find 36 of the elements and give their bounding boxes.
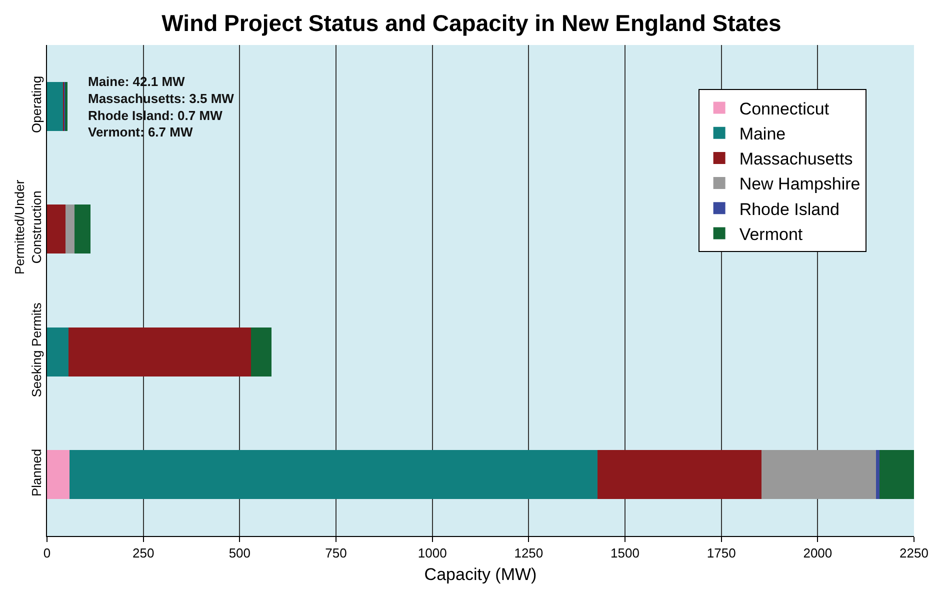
x-tick-label: 500 xyxy=(228,546,251,561)
x-axis-title: Capacity (MW) xyxy=(424,565,537,584)
bar xyxy=(47,450,70,500)
x-tick-label: 750 xyxy=(325,546,347,561)
bar xyxy=(598,450,762,500)
x-tick-label: 250 xyxy=(132,546,154,561)
x-tick-label: 2250 xyxy=(900,546,928,561)
legend-label: Connecticut xyxy=(739,99,830,118)
x-tick-label: 1250 xyxy=(514,546,544,561)
bar xyxy=(74,204,91,254)
legend-label: Vermont xyxy=(739,224,803,244)
bar xyxy=(47,204,66,254)
x-tick-label: 1500 xyxy=(610,546,640,561)
bar xyxy=(761,450,876,500)
bar xyxy=(64,82,68,131)
bar xyxy=(47,327,69,376)
bar xyxy=(880,450,914,500)
y-tick-label: Permitted/Under Construction xyxy=(12,179,44,275)
y-tick-label: Operating xyxy=(28,76,44,133)
bar xyxy=(251,327,272,376)
bar xyxy=(47,82,64,131)
x-tick-label: 2000 xyxy=(803,546,832,561)
legend-label: Massachusetts xyxy=(739,150,853,169)
legend-label: New Hampshire xyxy=(739,174,860,194)
x-tick-label: 1750 xyxy=(706,546,736,561)
y-tick-label: Seeking Permits xyxy=(28,302,44,398)
bar xyxy=(66,204,75,254)
y-tick-label: Planned xyxy=(28,448,44,497)
x-tick-label: 1000 xyxy=(418,546,447,561)
bar xyxy=(68,327,252,376)
chart-title: Wind Project Status and Capacity in New England States xyxy=(162,10,782,36)
bar xyxy=(876,450,880,500)
x-tick-label: 0 xyxy=(43,546,51,561)
legend-label: Maine xyxy=(739,124,786,144)
legend-label: Rhode Island xyxy=(739,200,840,219)
bar xyxy=(70,450,598,500)
